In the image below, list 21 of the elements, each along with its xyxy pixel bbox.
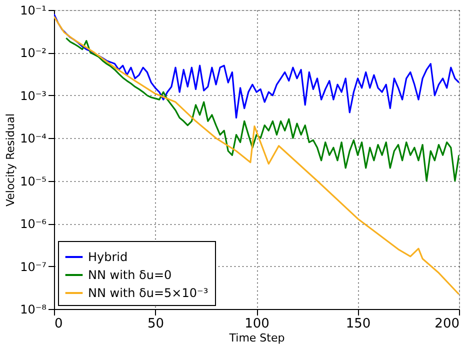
y-tick-label: 10⁻⁶ <box>20 217 47 232</box>
y-tick-label: 10⁻¹ <box>20 4 47 18</box>
y-tick-label: 10⁻³ <box>20 88 47 103</box>
y-tick-label: 10⁻⁵ <box>20 174 47 188</box>
x-tick-label: 100 <box>244 316 270 332</box>
legend-label: Hybrid <box>88 250 128 264</box>
x-tick-label: 200 <box>434 316 460 332</box>
y-tick-label: 10⁻⁸ <box>20 302 47 316</box>
y-axis-title: Velocity Residual <box>4 113 18 207</box>
line-series <box>54 13 459 119</box>
legend-label: NN with δu=5×10⁻³ <box>88 286 208 300</box>
legend-label: NN with δu=0 <box>88 268 172 282</box>
x-tick-label: 50 <box>147 316 164 332</box>
x-axis-title: Time Step <box>228 332 285 344</box>
y-tick-label: 10⁻⁴ <box>20 132 47 146</box>
y-tick-label: 10⁻⁷ <box>20 260 47 274</box>
line-series <box>54 16 459 296</box>
x-tick-label: 0 <box>54 316 63 332</box>
x-tick-label: 150 <box>346 316 371 332</box>
y-tick-label: 10⁻² <box>20 46 47 60</box>
line-series <box>65 37 459 182</box>
